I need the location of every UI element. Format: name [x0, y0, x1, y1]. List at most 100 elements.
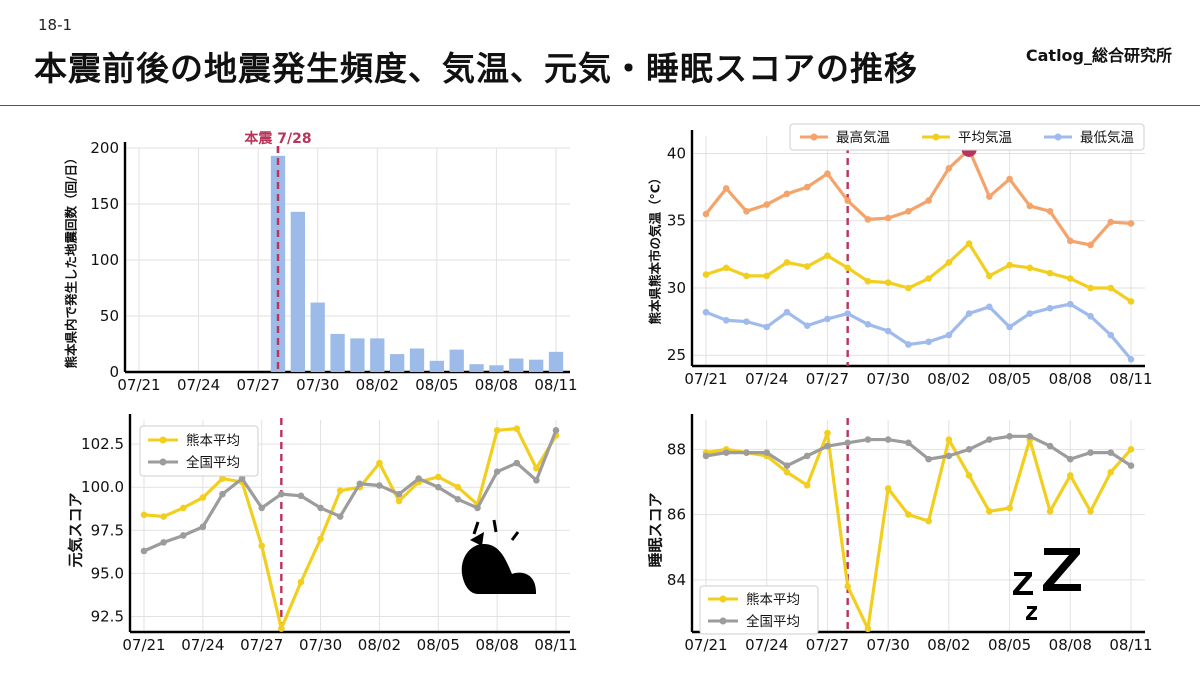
min-temp-point — [844, 310, 851, 317]
max-temp-point — [743, 208, 750, 215]
legend-box — [789, 123, 1145, 151]
bar — [489, 365, 504, 372]
national-point — [219, 490, 226, 498]
alert-line-icon — [510, 531, 520, 541]
x-tick-label: 08/08 — [1049, 370, 1092, 388]
x-tick-label: 07/24 — [181, 636, 224, 654]
kumamoto-point — [824, 429, 831, 437]
max-temp-line — [704, 147, 1132, 247]
x-tick-label: 08/11 — [1109, 370, 1152, 388]
kumamoto-point — [905, 511, 912, 518]
min-temp-point — [743, 318, 750, 325]
national-point — [552, 427, 560, 434]
max-temp-point — [1046, 208, 1054, 215]
min-temp-point — [965, 310, 973, 317]
x-tick-label: 07/30 — [296, 376, 339, 394]
avg-temp-point — [824, 252, 831, 260]
national-point — [199, 523, 207, 531]
x-tick-label: 08/05 — [415, 376, 458, 394]
x-tick-label: 08/05 — [988, 370, 1031, 388]
y-axis-title-group: 熊本県内で発生した地震回数（回/日） — [64, 151, 79, 368]
national-point — [1026, 433, 1034, 440]
x-tick-label: 07/24 — [745, 636, 788, 654]
page-title: 本震前後の地震発生頻度、気温、元気・睡眠スコアの推移 — [34, 49, 918, 88]
bar — [429, 360, 445, 372]
max-temp-point — [722, 185, 730, 192]
national-point — [905, 439, 912, 447]
kumamoto-point — [493, 427, 501, 434]
avg-temp-point — [1006, 261, 1013, 269]
min-temp-point — [1066, 300, 1074, 308]
kumamoto-point — [199, 494, 207, 501]
min-temp-point — [824, 315, 831, 323]
kumamoto-point — [376, 459, 383, 467]
legend-swatch-point — [810, 133, 818, 141]
y-axis-title-group: 熊本県熊本市の気温（°C） — [648, 172, 663, 325]
national-line — [143, 429, 558, 553]
x-tick-label: 08/05 — [417, 636, 460, 654]
kumamoto-point — [1087, 508, 1094, 515]
bar — [409, 348, 425, 372]
avg-temp-point — [965, 240, 973, 247]
kumamoto-point — [434, 473, 442, 481]
x-tick-label: 07/30 — [867, 636, 910, 654]
bar — [350, 338, 365, 372]
kumamoto-point — [513, 425, 521, 432]
avg-temp-point — [905, 284, 912, 292]
cat-ear-icon — [470, 532, 484, 546]
x-tick-label: 07/24 — [177, 376, 220, 394]
kumamoto-point — [140, 511, 148, 519]
y-tick-label: 92.5 — [91, 607, 124, 625]
x-tick-label: 07/27 — [240, 636, 283, 654]
y-axis-title: 元気スコア — [67, 492, 85, 567]
bar — [270, 155, 286, 372]
kumamoto-point — [454, 483, 462, 491]
x-tick-label: 08/11 — [534, 636, 577, 654]
min-temp-point — [864, 321, 872, 328]
min-temp-point — [1107, 331, 1115, 339]
avg-temp-point — [1087, 284, 1094, 292]
national-point — [474, 504, 481, 512]
y-tick-label: 97.5 — [91, 521, 124, 539]
legend-label: 熊本平均 — [746, 592, 800, 608]
national-point — [160, 539, 167, 546]
y-axis-title-group: 睡眠スコア — [647, 492, 665, 567]
kumamoto-point — [945, 436, 953, 443]
kumamoto-point — [783, 468, 791, 476]
national-point — [140, 547, 148, 555]
min-temp-point — [986, 303, 993, 311]
x-tick-label: 07/24 — [745, 370, 788, 388]
min-temp-point — [1026, 310, 1034, 317]
x-tick-label: 08/02 — [927, 370, 970, 388]
kumamoto-point — [160, 513, 167, 520]
kumamoto-point — [297, 578, 305, 586]
avg-temp-point — [1046, 269, 1054, 277]
national-point — [1087, 449, 1094, 456]
kumamoto-point — [844, 583, 851, 590]
max-temp-point — [1127, 220, 1135, 227]
z-small-icon — [1026, 606, 1037, 620]
max-temp-point — [986, 193, 993, 200]
kumamoto-point — [219, 475, 226, 482]
y-tick-label: 84 — [667, 571, 686, 589]
x-tick-label: 07/21 — [684, 370, 727, 388]
bar — [330, 333, 345, 372]
national-point — [493, 468, 501, 476]
legend-label: 全国平均 — [186, 454, 240, 471]
min-temp-point — [1006, 323, 1013, 331]
kumamoto-line — [705, 431, 1133, 631]
national-point — [743, 449, 750, 456]
legend-swatch-point — [932, 133, 940, 141]
avg-temp-point — [1026, 264, 1034, 272]
max-temp-point — [824, 170, 831, 177]
avg-temp-point — [803, 263, 811, 270]
avg-temp-point — [783, 259, 791, 266]
y-axis-title: 熊本県熊本市の気温（°C） — [648, 172, 663, 325]
national-point — [925, 455, 932, 463]
kumamoto-point — [533, 464, 540, 472]
national-point — [356, 480, 364, 488]
genki-score-chart: 92.5 95.0 97.5 100.0 102.5 07/21 07/24 07/27 07/… — [67, 414, 578, 654]
national-point — [702, 452, 710, 460]
max-temp-point — [925, 197, 932, 204]
national-point — [986, 436, 993, 443]
